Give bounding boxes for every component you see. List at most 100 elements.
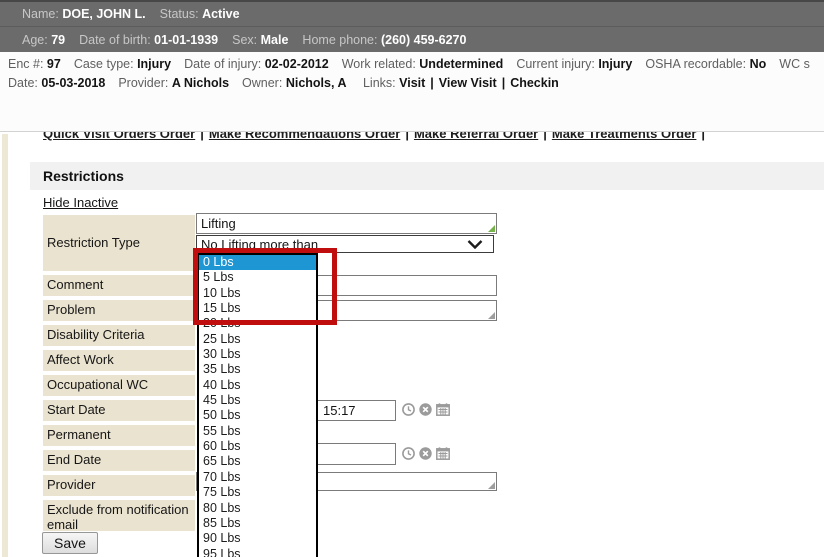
info-value: Male [260, 32, 289, 47]
lbs-dropdown-option[interactable]: 40 Lbs [203, 377, 241, 392]
encounter-pair: OSHA recordable: No [645, 57, 766, 71]
info-label: Provider: [118, 76, 169, 90]
encounter-pair: WC s [779, 57, 810, 71]
info-label: Date of injury: [184, 57, 262, 71]
info-label: Owner: [242, 76, 283, 90]
info-label: Date: [8, 76, 38, 90]
clear-icon[interactable] [419, 447, 432, 460]
patient-info-pair: Status: Active [160, 7, 240, 21]
encounter-pair: Current injury: Injury [516, 57, 632, 71]
info-value: 05-03-2018 [41, 76, 106, 90]
lbs-dropdown-option[interactable]: 65 Lbs [203, 454, 241, 469]
demographics-bar: Age: 79 Date of birth: 01-01-1939 Sex: Mal… [0, 26, 824, 52]
lbs-dropdown-option[interactable]: 50 Lbs [203, 408, 241, 423]
info-label: WC s [779, 57, 810, 71]
visit-link[interactable]: View Visit [439, 76, 510, 90]
resize-grip-icon[interactable] [488, 482, 495, 489]
encounter-pair: Owner: Nichols, A [242, 76, 346, 90]
order-link[interactable]: Make Recommendations Order [209, 132, 414, 141]
start-date-icons [402, 403, 450, 416]
info-label: Sex: [232, 32, 258, 47]
clear-icon[interactable] [419, 403, 432, 416]
lbs-dropdown-option[interactable]: 80 Lbs [203, 500, 241, 515]
clock-icon[interactable] [402, 447, 415, 460]
encounter-line-1: Enc #: 97 Case type: Injury Date of injury… [8, 57, 823, 71]
info-value: Undetermined [419, 57, 504, 71]
lbs-dropdown-option[interactable]: 45 Lbs [203, 393, 241, 408]
restriction-type-text: Lifting [201, 216, 236, 231]
info-value: Injury [137, 57, 172, 71]
encounter-line-2: Date: 05-03-2018 Provider: A Nichols Owner… [8, 76, 572, 90]
encounter-line2-pairs: Date: 05-03-2018 Provider: A Nichols Owner… [8, 76, 359, 90]
visit-link[interactable]: Visit [399, 76, 439, 90]
info-value: A Nichols [171, 76, 230, 90]
section-header: Restrictions [30, 162, 824, 190]
clock-icon[interactable] [402, 403, 415, 416]
info-label: OSHA recordable: [645, 57, 747, 71]
lbs-dropdown-option[interactable]: 30 Lbs [203, 347, 241, 362]
calendar-icon[interactable] [436, 403, 450, 416]
lbs-dropdown-option[interactable]: 55 Lbs [203, 423, 241, 438]
encounter-pair: Work related: Undetermined [342, 57, 504, 71]
encounter-pair: Case type: Injury [74, 57, 171, 71]
info-value: 79 [51, 32, 66, 47]
lbs-dropdown-option[interactable]: 25 Lbs [203, 331, 241, 346]
order-link[interactable]: Quick Visit Orders Order [43, 132, 209, 141]
demographic-pair: Sex: Male [232, 33, 288, 47]
lbs-dropdown-option[interactable]: 60 Lbs [203, 439, 241, 454]
info-value: DOE, JOHN L. [62, 7, 146, 21]
encounter-pair: Date of injury: 02-02-2012 [184, 57, 329, 71]
order-links-row: Quick Visit Orders OrderMake Recommendat… [43, 132, 813, 145]
info-label: Work related: [341, 57, 416, 71]
patient-info-pair: Name: DOE, JOHN L. [22, 7, 146, 21]
encounter-pair: Enc #: 97 [8, 57, 61, 71]
field-label-end-date: End Date [43, 450, 195, 471]
restriction-type-textarea[interactable]: Lifting [196, 213, 497, 234]
info-value: Nichols, A [285, 76, 347, 90]
chevron-down-icon [467, 239, 483, 249]
order-link[interactable]: Make Treatments Order [552, 132, 710, 141]
end-date-icons [402, 447, 450, 460]
resize-grip-icon[interactable] [488, 225, 495, 232]
info-label: Date of birth: [79, 32, 151, 47]
lbs-dropdown-option[interactable]: 90 Lbs [203, 531, 241, 546]
info-label: Enc #: [8, 57, 44, 71]
lbs-dropdown-option[interactable]: 10 Lbs [203, 285, 241, 300]
order-links: Quick Visit Orders OrderMake Recommendat… [43, 132, 813, 141]
field-label-permanent: Permanent [43, 425, 195, 446]
info-value: 02-02-2012 [264, 57, 329, 71]
links-group: Links: VisitView VisitCheckin [363, 76, 559, 90]
order-link[interactable]: Make Referral Order [414, 132, 552, 141]
lbs-dropdown-option[interactable]: 5 Lbs [203, 270, 234, 285]
encounter-header: Enc #: 97 Case type: Injury Date of injury… [0, 52, 824, 181]
resize-grip-icon[interactable] [488, 312, 495, 319]
lbs-dropdown-option[interactable]: 35 Lbs [203, 362, 241, 377]
calendar-icon[interactable] [436, 447, 450, 460]
demographic-pair: Date of birth: 01-01-1939 [79, 33, 218, 47]
field-label-exclude-notification: Exclude from notification email [43, 500, 195, 531]
field-label-restriction-type: Restriction Type [43, 215, 195, 271]
save-button[interactable]: Save [42, 532, 98, 554]
lbs-dropdown-option[interactable]: 15 Lbs [203, 301, 241, 316]
field-label-occupational-wc: Occupational WC [43, 375, 195, 396]
visit-link[interactable]: Checkin [510, 76, 559, 90]
info-value: No [749, 57, 767, 71]
lbs-dropdown-option[interactable]: 20 Lbs [203, 316, 241, 331]
lbs-dropdown-option[interactable]: 85 Lbs [203, 515, 241, 530]
info-label: Home phone: [302, 32, 378, 47]
hide-inactive-link[interactable]: Hide Inactive [43, 195, 119, 210]
lbs-dropdown-option[interactable]: 70 Lbs [203, 469, 241, 484]
info-label: Name: [22, 7, 59, 21]
restriction-amount-select[interactable]: No Lifting more than [196, 235, 494, 253]
info-label: Status: [159, 7, 199, 21]
lbs-dropdown-option[interactable]: 0 Lbs [199, 255, 316, 271]
info-label: Current injury: [516, 57, 595, 71]
lbs-dropdown-option[interactable]: 95 Lbs [203, 546, 241, 557]
encounter-pair: Date: 05-03-2018 [8, 76, 105, 90]
selected-option-text: No Lifting more than [201, 236, 319, 252]
restrictions-panel: Quick Visit Orders OrderMake Recommendat… [0, 132, 824, 557]
lbs-dropdown-option[interactable]: 75 Lbs [203, 485, 241, 500]
info-value: Injury [598, 57, 633, 71]
field-label-start-date: Start Date [43, 400, 195, 421]
left-margin-strip [2, 134, 8, 557]
